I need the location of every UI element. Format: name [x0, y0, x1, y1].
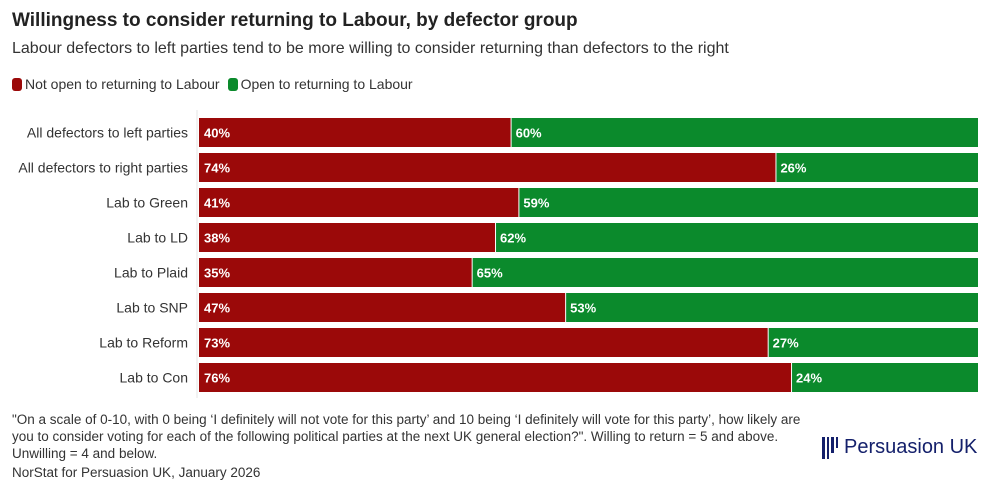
legend: Not open to returning to Labour Open to … [12, 76, 413, 92]
data-label: 38% [204, 231, 230, 246]
question-note: "On a scale of 0-10, with 0 being ‘I def… [12, 412, 801, 461]
bar-segment [519, 188, 978, 217]
bar-segment [199, 258, 472, 287]
bar-segment [199, 118, 511, 147]
legend-swatch-green [227, 77, 238, 91]
bar-chart: All defectors to left parties 40% 60% All d… [18, 110, 978, 398]
bar-segment [199, 363, 792, 392]
legend-item-open: Open to returning to Labour [227, 76, 413, 92]
data-label: 73% [204, 336, 230, 351]
bar-segment [566, 293, 978, 322]
bar-segment [199, 223, 496, 252]
bar-segment [776, 153, 978, 182]
bar-segment [792, 363, 978, 392]
chart-subtitle: Labour defectors to left parties tend to… [12, 40, 729, 57]
data-label: 59% [523, 196, 549, 211]
bar-segment [511, 118, 978, 147]
data-label: 35% [204, 266, 230, 281]
bar-segment [768, 328, 978, 357]
legend-label: Not open to returning to Labour [25, 76, 220, 92]
category-label: All defectors to left parties [27, 125, 188, 141]
data-label: 27% [773, 336, 799, 351]
legend-label: Open to returning to Labour [240, 76, 413, 92]
source-note: NorStat for Persuasion UK, January 2026 [12, 465, 261, 480]
data-label: 62% [500, 231, 526, 246]
data-label: 41% [204, 196, 230, 211]
data-label: 26% [780, 161, 806, 176]
bar-segment [199, 188, 519, 217]
persuasion-uk-logo: Persuasion UK [822, 436, 977, 459]
chart-title: Willingness to consider returning to Lab… [12, 10, 578, 31]
legend-swatch-red [12, 77, 22, 91]
legend-item-not-open: Not open to returning to Labour [12, 76, 220, 92]
category-label: Lab to Reform [99, 335, 188, 351]
data-label: 24% [796, 371, 822, 386]
data-label: 65% [477, 266, 503, 281]
data-label: 53% [570, 301, 596, 316]
data-label: 40% [204, 126, 230, 141]
category-label: Lab to Green [106, 195, 188, 211]
logo-bars-icon [822, 436, 838, 459]
bar-segment [199, 328, 768, 357]
data-label: 74% [204, 161, 230, 176]
data-label: 47% [204, 301, 230, 316]
data-label: 76% [204, 371, 230, 386]
logo-text: Persuasion UK [844, 436, 978, 458]
bar-segment [199, 153, 776, 182]
category-label: Lab to Plaid [114, 265, 188, 281]
category-label: All defectors to right parties [18, 160, 188, 176]
category-label: Lab to Con [120, 370, 189, 386]
bar-segment [496, 223, 978, 252]
data-label: 60% [516, 126, 542, 141]
category-label: Lab to SNP [116, 300, 188, 316]
bar-segment [472, 258, 978, 287]
category-label: Lab to LD [127, 230, 188, 246]
bar-segment [199, 293, 566, 322]
